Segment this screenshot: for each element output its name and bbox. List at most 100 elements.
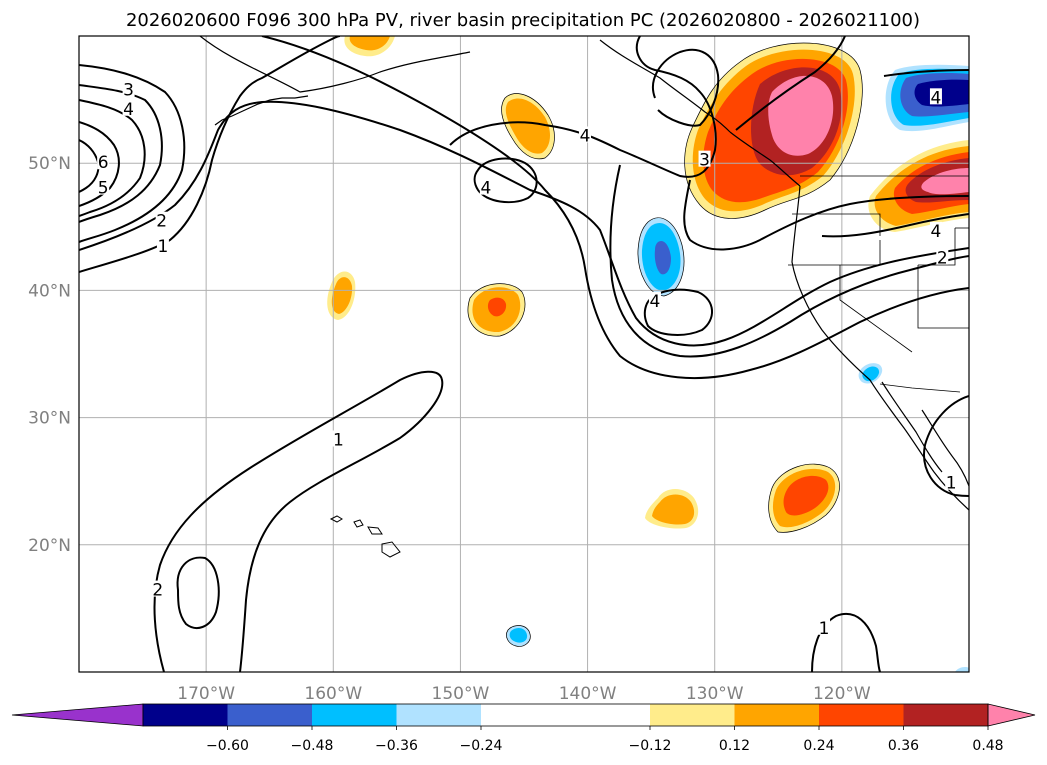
colorbar-tick-label: −0.48	[291, 738, 334, 754]
baja-california-coast	[881, 381, 943, 473]
colorbar-bin	[481, 704, 650, 726]
contour-label-halo	[929, 221, 942, 238]
outline-subtropical-east	[768, 463, 840, 533]
us-mexico-border	[879, 383, 961, 393]
pv-contour-2-subtropic	[176, 556, 220, 629]
colorbar-bin	[650, 704, 735, 726]
oahu	[353, 519, 364, 528]
political-borders	[788, 175, 969, 393]
colorbar-tick-label: −0.36	[375, 738, 418, 754]
map-frame	[78, 35, 970, 673]
contour-label-halo	[479, 178, 492, 195]
precip-anomaly-gulf-alaska-orange	[505, 98, 551, 154]
contour-label-halo	[97, 178, 110, 195]
colorbar-tick-label: −0.60	[206, 738, 249, 754]
precip-anomaly-rockies-pink	[921, 168, 969, 195]
precipitation-fills	[327, 36, 969, 533]
pv-contour-4-north	[883, 69, 969, 77]
pv-contour-4-central	[449, 36, 717, 178]
pv-contour-3-bc	[683, 179, 969, 251]
southeast-alaska-coast	[599, 39, 731, 133]
axis-ticks: 170°W 160°W 150°W 140°W 130°W 120°W 50°N 40°N 30…	[28, 154, 871, 704]
x-tick-label: 130°W	[686, 684, 744, 704]
pv-contour-3-inner	[609, 164, 969, 358]
bc-coast	[729, 131, 801, 187]
outline-offshore-ca	[637, 217, 685, 297]
alaska-coast	[199, 36, 471, 93]
contour-label-halo	[698, 150, 711, 167]
precip-anomaly-bc-pink	[768, 75, 834, 156]
precip-anomaly-subtropical-central-orange	[652, 494, 695, 525]
pv-contour-3-north	[735, 36, 846, 131]
contour-label: 4	[480, 179, 491, 199]
contour-label: 1	[819, 619, 830, 639]
contour-label: 3	[699, 151, 710, 171]
x-tick-label: 170°W	[177, 684, 235, 704]
pv-contour-3-outer-west	[79, 64, 186, 243]
kauai	[329, 515, 343, 523]
colorbar-bin	[143, 704, 228, 726]
precip-anomaly-west-hawaii-orange	[331, 277, 353, 314]
contour-label: 3	[123, 81, 134, 101]
pv-contour-4-socal	[643, 288, 713, 336]
maui	[367, 526, 383, 535]
outline-bc	[684, 42, 863, 219]
contour-label-halo	[122, 80, 135, 97]
contour-label: 1	[946, 474, 957, 494]
contour-label: 2	[156, 212, 167, 232]
contour-label: 6	[98, 153, 109, 173]
colorbar-bin	[903, 704, 988, 726]
y-tick-label: 40°N	[28, 281, 71, 301]
contour-label-halo	[945, 473, 958, 490]
pv-contour-4-rockies	[821, 213, 969, 238]
contour-label-halo	[151, 580, 164, 597]
pv-contour-1	[79, 36, 341, 273]
california-nevada-border	[839, 265, 913, 353]
pv-contour-1-mexico	[923, 395, 969, 497]
contour-label-halo	[648, 291, 661, 308]
contour-label: 4	[123, 100, 134, 120]
outline-south-hawaii	[506, 625, 531, 647]
hawaiian-islands	[329, 515, 401, 558]
contour-label: 1	[158, 237, 169, 257]
contour-label-halo	[332, 430, 345, 447]
y-tick-label: 50°N	[28, 154, 71, 174]
chart-title: 2026020600 F096 300 hPa PV, river basin …	[126, 10, 920, 31]
us-west-coast	[791, 185, 969, 511]
big-island	[381, 541, 401, 558]
pv-contour-1-east-pacific	[811, 613, 881, 672]
y-tick-label: 20°N	[28, 536, 71, 556]
pv-contour-5-west	[79, 121, 120, 207]
precip-anomaly-southern-alaska-orange	[349, 36, 390, 51]
y-tick-label: 30°N	[28, 409, 71, 429]
washington-oregon-border	[792, 213, 881, 236]
pv-contour-4-west	[79, 99, 146, 217]
coastlines	[199, 36, 969, 511]
contour-label: 4	[650, 292, 661, 312]
anomaly-outlines	[467, 42, 863, 647]
outline-central-pacific	[467, 283, 526, 337]
colorbar-tick-label: 0.24	[803, 738, 834, 754]
colorbar-bin	[396, 704, 481, 726]
colorbar-tick-label: 0.36	[888, 738, 919, 754]
contour-label: 1	[333, 430, 344, 450]
contour-label-halo	[97, 153, 110, 170]
contour-label: 5	[98, 179, 109, 199]
negative-precipitation-fills	[506, 64, 969, 672]
colorbar-tick-label: −0.12	[629, 738, 672, 754]
colorbar-extend-over	[987, 703, 1036, 727]
colorbar-frame	[142, 703, 989, 727]
colorbar-bin	[819, 704, 904, 726]
contour-label: 4	[580, 126, 591, 146]
x-tick-label: 150°W	[432, 684, 490, 704]
colorbar-extend-under	[11, 703, 144, 727]
contour-label-halo	[156, 237, 169, 254]
precip-anomaly-south-hawaii-cyan	[509, 627, 528, 643]
colorbar-bin	[227, 704, 312, 726]
contour-label: 4	[931, 222, 942, 242]
x-tick-label: 160°W	[304, 684, 362, 704]
contour-label-halo	[579, 126, 592, 143]
precip-anomaly-nw-mexico	[955, 667, 969, 672]
contour-label: 2	[937, 249, 948, 269]
